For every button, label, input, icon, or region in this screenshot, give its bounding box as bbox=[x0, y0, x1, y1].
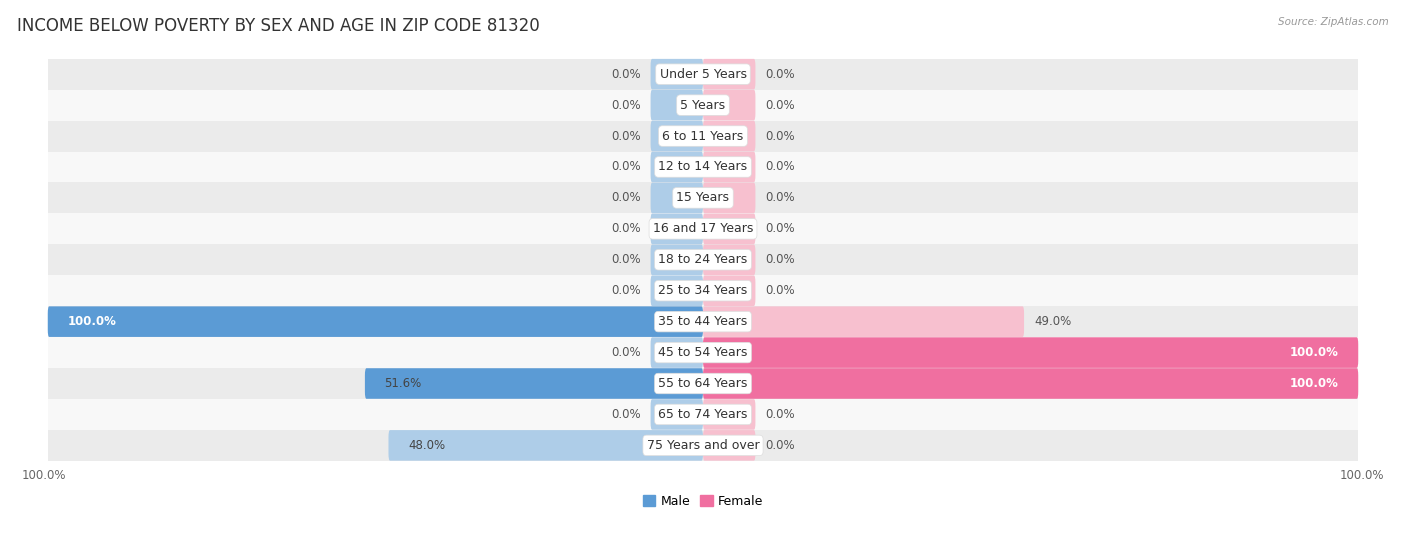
Text: 0.0%: 0.0% bbox=[612, 253, 641, 266]
Text: 35 to 44 Years: 35 to 44 Years bbox=[658, 315, 748, 328]
Text: 0.0%: 0.0% bbox=[765, 284, 794, 297]
Text: 0.0%: 0.0% bbox=[612, 284, 641, 297]
Text: 0.0%: 0.0% bbox=[612, 99, 641, 112]
Text: 0.0%: 0.0% bbox=[765, 408, 794, 421]
Bar bbox=[48, 213, 1358, 244]
Text: 45 to 54 Years: 45 to 54 Years bbox=[658, 346, 748, 359]
Text: 18 to 24 Years: 18 to 24 Years bbox=[658, 253, 748, 266]
Text: 5 Years: 5 Years bbox=[681, 99, 725, 112]
Text: 16 and 17 Years: 16 and 17 Years bbox=[652, 222, 754, 235]
Text: 0.0%: 0.0% bbox=[612, 191, 641, 204]
FancyBboxPatch shape bbox=[366, 368, 703, 399]
Text: 0.0%: 0.0% bbox=[612, 408, 641, 421]
FancyBboxPatch shape bbox=[48, 306, 703, 337]
Text: 100.0%: 100.0% bbox=[67, 315, 117, 328]
Text: 0.0%: 0.0% bbox=[765, 253, 794, 266]
Text: 15 Years: 15 Years bbox=[676, 191, 730, 204]
FancyBboxPatch shape bbox=[651, 399, 703, 430]
FancyBboxPatch shape bbox=[703, 214, 755, 244]
Text: 0.0%: 0.0% bbox=[765, 191, 794, 204]
FancyBboxPatch shape bbox=[651, 182, 703, 213]
Bar bbox=[48, 244, 1358, 275]
Text: 6 to 11 Years: 6 to 11 Years bbox=[662, 129, 744, 142]
Bar bbox=[48, 152, 1358, 182]
Text: 48.0%: 48.0% bbox=[408, 439, 446, 452]
Text: 0.0%: 0.0% bbox=[612, 68, 641, 81]
Bar bbox=[48, 430, 1358, 461]
FancyBboxPatch shape bbox=[703, 121, 755, 151]
Text: 0.0%: 0.0% bbox=[765, 99, 794, 112]
Text: 0.0%: 0.0% bbox=[612, 346, 641, 359]
FancyBboxPatch shape bbox=[703, 368, 1358, 399]
FancyBboxPatch shape bbox=[703, 90, 755, 121]
Text: 51.6%: 51.6% bbox=[385, 377, 422, 390]
FancyBboxPatch shape bbox=[703, 306, 1024, 337]
Bar bbox=[48, 275, 1358, 306]
FancyBboxPatch shape bbox=[651, 59, 703, 89]
FancyBboxPatch shape bbox=[651, 90, 703, 121]
FancyBboxPatch shape bbox=[651, 244, 703, 275]
Text: 65 to 74 Years: 65 to 74 Years bbox=[658, 408, 748, 421]
Text: 100.0%: 100.0% bbox=[1289, 346, 1339, 359]
Text: 49.0%: 49.0% bbox=[1033, 315, 1071, 328]
Text: 0.0%: 0.0% bbox=[612, 129, 641, 142]
Text: 0.0%: 0.0% bbox=[612, 222, 641, 235]
Bar bbox=[48, 90, 1358, 121]
Text: 100.0%: 100.0% bbox=[1289, 377, 1339, 390]
FancyBboxPatch shape bbox=[703, 182, 755, 213]
Text: 0.0%: 0.0% bbox=[765, 439, 794, 452]
Text: INCOME BELOW POVERTY BY SEX AND AGE IN ZIP CODE 81320: INCOME BELOW POVERTY BY SEX AND AGE IN Z… bbox=[17, 17, 540, 35]
Text: 12 to 14 Years: 12 to 14 Years bbox=[658, 161, 748, 174]
Text: 0.0%: 0.0% bbox=[765, 68, 794, 81]
FancyBboxPatch shape bbox=[651, 121, 703, 151]
FancyBboxPatch shape bbox=[651, 337, 703, 368]
Text: 75 Years and over: 75 Years and over bbox=[647, 439, 759, 452]
Text: 0.0%: 0.0% bbox=[765, 161, 794, 174]
FancyBboxPatch shape bbox=[388, 430, 703, 461]
Bar bbox=[48, 306, 1358, 337]
Bar bbox=[48, 399, 1358, 430]
Text: 25 to 34 Years: 25 to 34 Years bbox=[658, 284, 748, 297]
Legend: Male, Female: Male, Female bbox=[638, 490, 768, 513]
Text: 100.0%: 100.0% bbox=[1340, 469, 1385, 482]
FancyBboxPatch shape bbox=[651, 276, 703, 306]
FancyBboxPatch shape bbox=[703, 276, 755, 306]
Bar bbox=[48, 182, 1358, 213]
FancyBboxPatch shape bbox=[703, 59, 755, 89]
Text: 0.0%: 0.0% bbox=[765, 129, 794, 142]
FancyBboxPatch shape bbox=[703, 399, 755, 430]
Text: 100.0%: 100.0% bbox=[21, 469, 66, 482]
FancyBboxPatch shape bbox=[703, 430, 755, 461]
Text: 0.0%: 0.0% bbox=[765, 222, 794, 235]
Bar bbox=[48, 59, 1358, 90]
FancyBboxPatch shape bbox=[703, 244, 755, 275]
Bar bbox=[48, 337, 1358, 368]
Bar bbox=[48, 121, 1358, 152]
Text: 0.0%: 0.0% bbox=[612, 161, 641, 174]
Text: Source: ZipAtlas.com: Source: ZipAtlas.com bbox=[1278, 17, 1389, 27]
Bar bbox=[48, 368, 1358, 399]
FancyBboxPatch shape bbox=[651, 214, 703, 244]
Text: 55 to 64 Years: 55 to 64 Years bbox=[658, 377, 748, 390]
FancyBboxPatch shape bbox=[651, 152, 703, 182]
Text: Under 5 Years: Under 5 Years bbox=[659, 68, 747, 81]
FancyBboxPatch shape bbox=[703, 337, 1358, 368]
FancyBboxPatch shape bbox=[703, 152, 755, 182]
